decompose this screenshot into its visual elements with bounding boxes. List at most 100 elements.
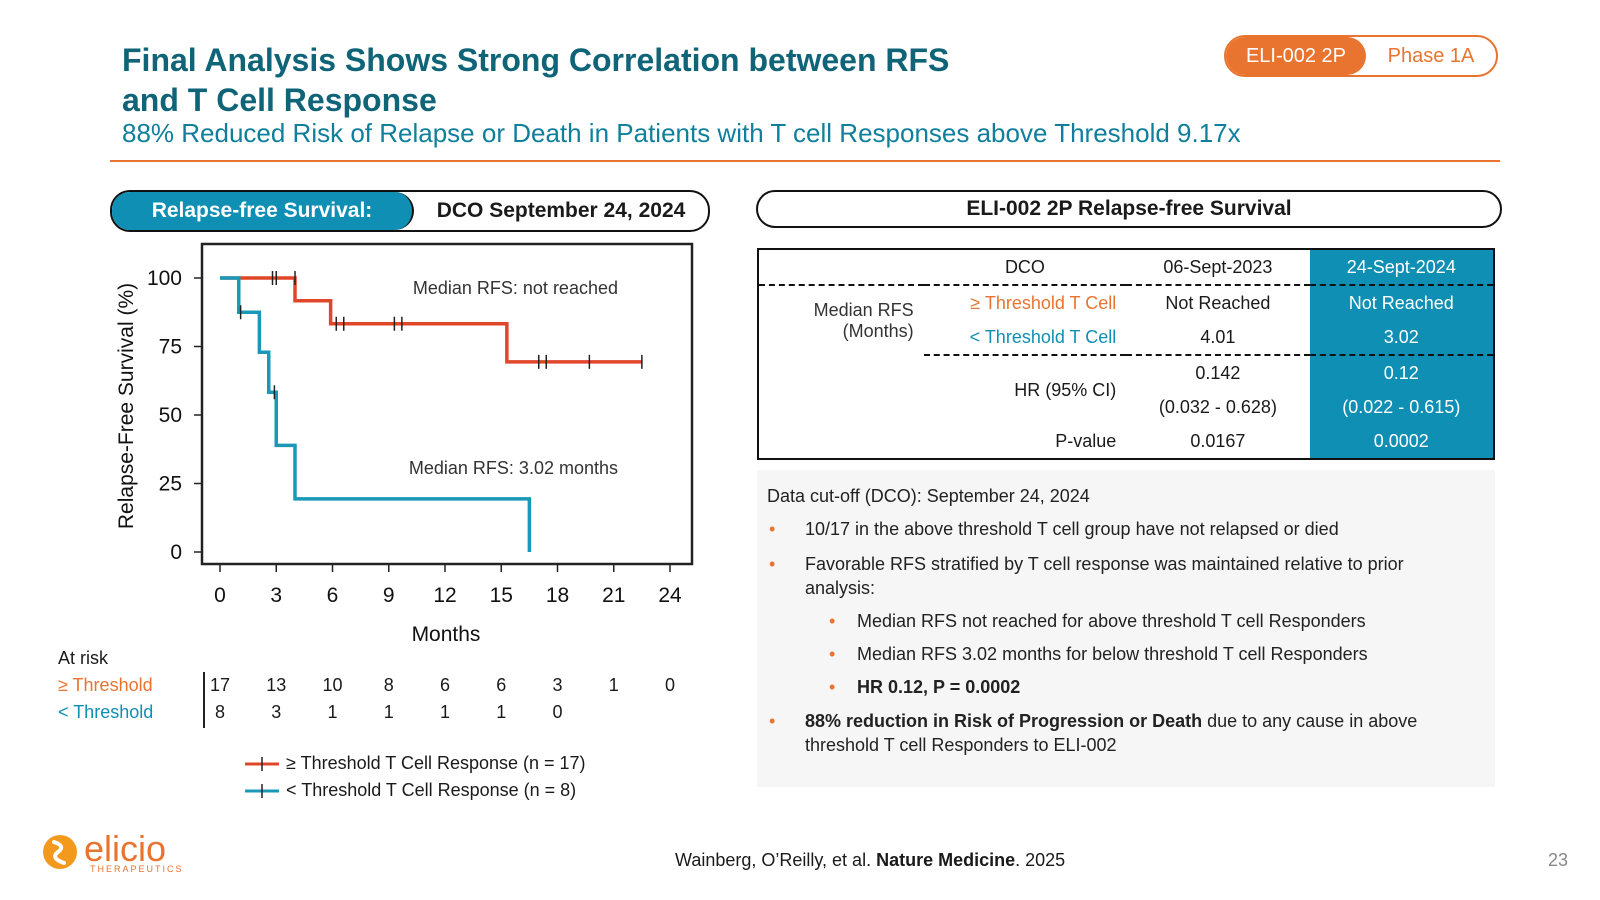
- hr-2023: 0.142: [1195, 362, 1241, 383]
- at-risk-cell: 13: [266, 675, 287, 695]
- note-bullet-3-line1: 88% reduction in Risk of Progression or …: [805, 711, 1417, 732]
- at-risk-cell: 0: [664, 675, 675, 695]
- x-tick-label: 24: [658, 584, 682, 607]
- citation: Wainberg, O’Reilly, et al. Nature Medici…: [675, 850, 1065, 871]
- cell-below-2024: 3.02: [1309, 320, 1494, 356]
- note-bullet-3-line2: threshold T cell Responders to ELI-002: [805, 735, 1117, 755]
- title-line-2: and T Cell Response: [122, 82, 437, 118]
- y-tick-label: 25: [159, 473, 182, 496]
- at-risk-row-label-above: ≥ Threshold: [58, 675, 153, 695]
- note-bullet-3-rest: due to any cause in above: [1202, 711, 1418, 731]
- rfs-banner-value: DCO September 24, 2024: [436, 199, 686, 222]
- y-tick-label: 100: [147, 267, 182, 290]
- note-bullet-3-bold: 88% reduction in Risk of Progression or …: [805, 711, 1203, 731]
- row-label-below: < Threshold T Cell: [923, 320, 1127, 356]
- cell-above-2023: Not Reached: [1165, 292, 1271, 313]
- x-tick-label: 3: [270, 584, 282, 607]
- p-2023: 0.0167: [1190, 430, 1246, 451]
- bullet-icon: •: [829, 611, 836, 631]
- note-sub-1: Median RFS not reached for above thresho…: [857, 611, 1366, 631]
- bullet-icon: •: [769, 711, 776, 731]
- table-banner: ELI-002 2P Relapse-free Survival: [756, 190, 1502, 228]
- x-tick-label: 15: [490, 584, 513, 607]
- y-axis: 0 25 50 75 100: [147, 267, 202, 564]
- x-tick-label: 21: [602, 584, 625, 607]
- km-chart: 0 25 50 75 100 0 3 6 9 12 15 18 21 24 Relapse-Free S…: [115, 242, 694, 646]
- table-row: Median RFS (Months) ≥ Threshold T Cell N…: [758, 285, 1494, 341]
- p-blank: [758, 424, 924, 459]
- y-axis-label: Relapse-Free Survival (%): [115, 283, 138, 529]
- y-tick-label: 0: [170, 541, 182, 564]
- bullet-icon: •: [769, 519, 776, 539]
- page-number: 23: [1548, 850, 1569, 870]
- legend-swatch-above: [245, 757, 279, 772]
- legend-label-above: ≥ Threshold T Cell Response (n = 17): [286, 753, 586, 773]
- legend-swatch-below: [245, 784, 279, 799]
- bullet-icon: •: [769, 554, 776, 574]
- hr-2024: 0.12: [1309, 355, 1494, 390]
- series-group: [220, 271, 643, 552]
- table-row: < Threshold T Cell 4.01 3.02: [758, 320, 1494, 356]
- hr-label: HR (95% CI): [1014, 379, 1117, 400]
- at-risk-row-label-below: < Threshold: [58, 702, 154, 722]
- note-bullet-2-line2: analysis:: [805, 578, 876, 598]
- bullet-icon: •: [829, 677, 836, 697]
- table-header-row: DCO 06-Sept-2023 24-Sept-2024: [758, 249, 1494, 286]
- table-row: HR (95% CI) 0.142 0.12: [758, 355, 1494, 400]
- row-label-above: ≥ Threshold T Cell: [970, 292, 1117, 313]
- badge-phase-label: Phase 1A: [1387, 44, 1475, 67]
- rfs-banner-label: Relapse-free Survival:: [112, 192, 414, 230]
- table-row: (0.032 - 0.628) (0.022 - 0.615): [758, 390, 1494, 424]
- p-2024: 0.0002: [1309, 424, 1494, 459]
- plot-frame: [200, 242, 694, 566]
- x-tick-label: 12: [433, 584, 456, 607]
- table-header-col2: 24-Sept-2024: [1309, 249, 1494, 286]
- hr-ci-2023: (0.032 - 0.628): [1158, 396, 1277, 417]
- at-risk-cell: 6: [496, 675, 507, 695]
- citation-authors: Wainberg, O’Reilly, et al.: [675, 850, 877, 870]
- legend-item-above: ≥ Threshold T Cell Response (n = 17): [245, 753, 586, 774]
- legend-label-below: < Threshold T Cell Response (n = 8): [286, 780, 577, 800]
- median-rfs-label-line2: (Months): [842, 320, 914, 341]
- at-risk-cell: 1: [496, 702, 507, 722]
- citation-year: . 2025: [1015, 850, 1066, 870]
- logo-wordmark: elicio: [84, 828, 167, 869]
- cell-below-2023: 4.01: [1126, 320, 1310, 356]
- table-header-col1: 06-Sept-2023: [1126, 249, 1310, 286]
- at-risk-cell: 1: [327, 702, 338, 722]
- x-tick-label: 6: [327, 584, 339, 607]
- note-sub-2: Median RFS 3.02 months for below thresho…: [857, 644, 1368, 664]
- annotation-not-reached: Median RFS: not reached: [413, 278, 618, 298]
- bullet-icon: •: [829, 644, 836, 664]
- at-risk-cell: 3: [271, 702, 282, 722]
- at-risk-cell: 3: [552, 675, 563, 695]
- x-tick-label: 9: [383, 584, 395, 607]
- title-line-1: Final Analysis Shows Strong Correlation …: [122, 42, 950, 78]
- page-title: Final Analysis Shows Strong Correlation …: [122, 40, 1022, 120]
- table-header-dco: DCO: [923, 249, 1127, 286]
- p-label: P-value: [1055, 430, 1117, 451]
- at-risk-cell: 17: [210, 675, 231, 695]
- table-header-blank: [758, 249, 924, 286]
- hr-ci-2024: (0.022 - 0.615): [1309, 390, 1494, 424]
- x-axis: 0 3 6 9 12 15 18 21 24: [214, 564, 682, 607]
- logo-subtext: THERAPEUTICS: [90, 864, 184, 874]
- note-sub-3: HR 0.12, P = 0.0002: [857, 677, 1021, 697]
- series-line-1: [220, 276, 532, 552]
- x-axis-label: Months: [412, 623, 481, 646]
- median-rfs-label: Median RFS (Months): [758, 285, 924, 355]
- note-bullet-2-line1: Favorable RFS stratified by T cell respo…: [805, 554, 1404, 574]
- rfs-banner: Relapse-free Survival: DCO September 24,…: [110, 190, 710, 232]
- at-risk-title: At risk: [58, 648, 109, 668]
- annotation-3-02: Median RFS: 3.02 months: [409, 458, 618, 478]
- median-rfs-label-line1: Median RFS: [813, 299, 914, 320]
- legend-item-below: < Threshold T Cell Response (n = 8): [245, 780, 576, 801]
- at-risk-cell: 1: [439, 702, 450, 722]
- y-tick-label: 50: [159, 404, 182, 427]
- cell-above-2024: Not Reached: [1309, 285, 1494, 320]
- company-logo: elicio THERAPEUTICS: [40, 828, 200, 879]
- x-tick-label: 0: [214, 584, 226, 607]
- notes-dco: Data cut-off (DCO): September 24, 2024: [767, 486, 1090, 506]
- notes-panel: Data cut-off (DCO): September 24, 2024 •…: [757, 470, 1495, 787]
- at-risk-cell: 0: [552, 702, 563, 722]
